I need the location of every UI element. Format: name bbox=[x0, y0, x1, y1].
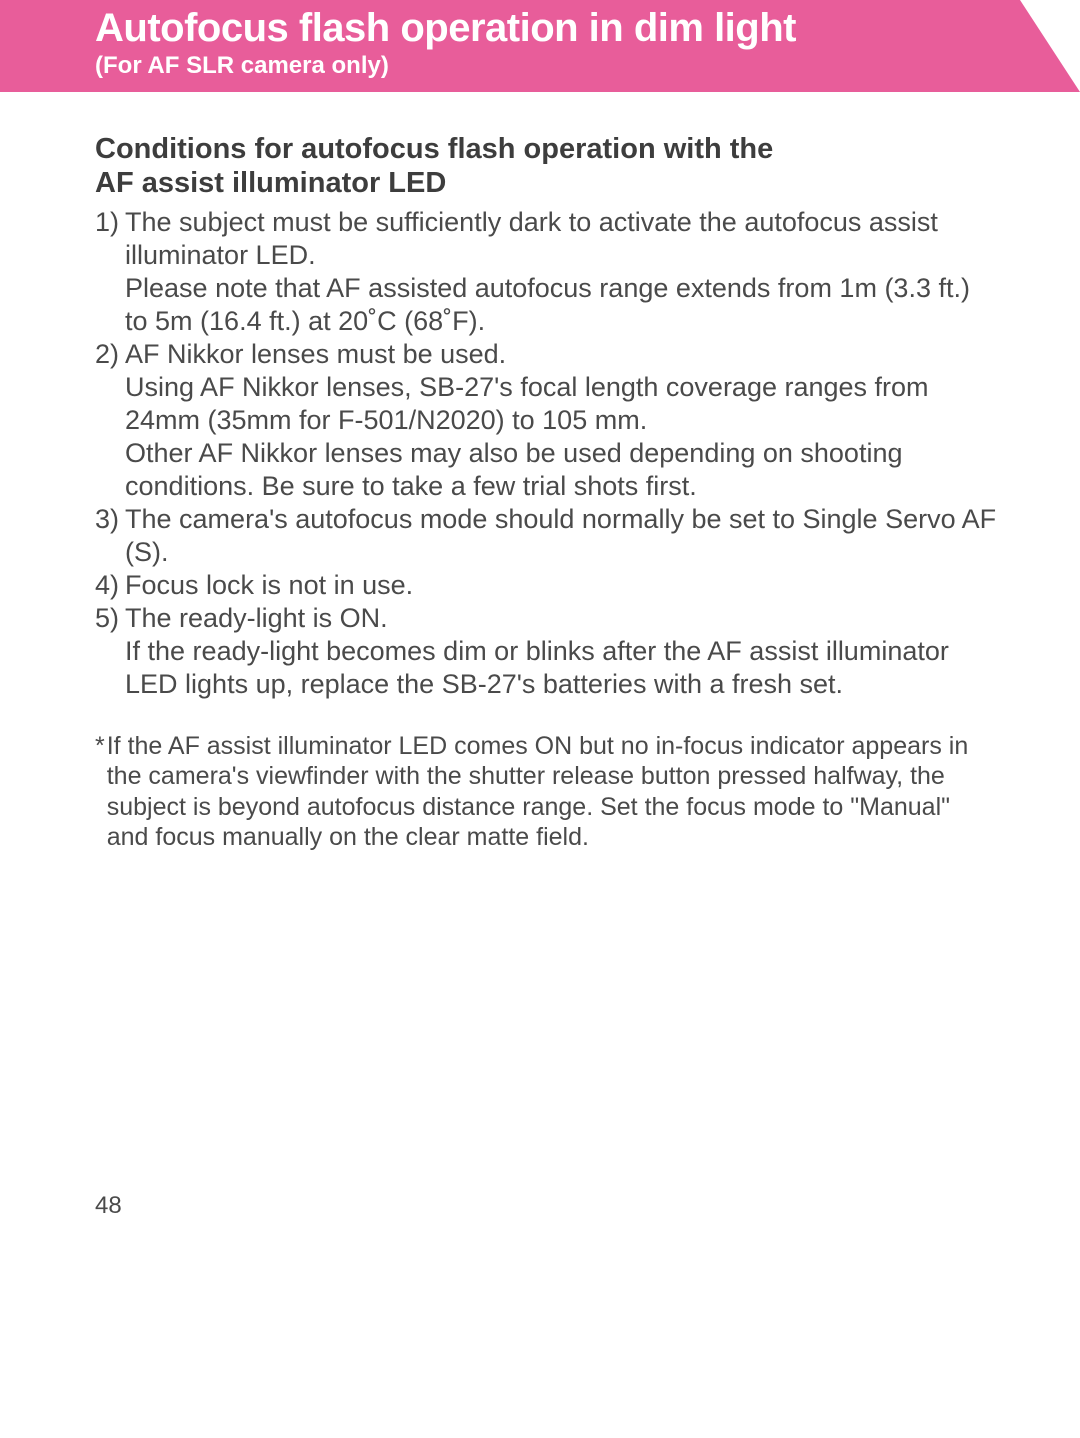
item-text: Using AF Nikkor lenses, SB-27's focal le… bbox=[125, 371, 998, 437]
banner-subtitle: (For AF SLR camera only) bbox=[95, 52, 1080, 80]
item-text: The subject must be sufficiently dark to… bbox=[125, 206, 998, 272]
item-text: The camera's autofocus mode should norma… bbox=[125, 503, 998, 569]
item-text: Focus lock is not in use. bbox=[125, 569, 998, 602]
item-marker: 5) bbox=[95, 602, 125, 701]
item-marker: 4) bbox=[95, 569, 125, 602]
manual-page: Autofocus flash operation in dim light (… bbox=[0, 0, 1080, 1438]
footnote: * If the AF assist illuminator LED comes… bbox=[95, 731, 998, 853]
section-heading: Conditions for autofocus flash operation… bbox=[95, 132, 998, 200]
item-text: The ready-light is ON. bbox=[125, 602, 998, 635]
item-text: Other AF Nikkor lenses may also be used … bbox=[125, 437, 998, 503]
footnote-marker: * bbox=[95, 731, 105, 853]
item-marker: 1) bbox=[95, 206, 125, 338]
content-area: Conditions for autofocus flash operation… bbox=[0, 92, 1080, 853]
item-text: AF Nikkor lenses must be used. bbox=[125, 338, 998, 371]
title-banner: Autofocus flash operation in dim light (… bbox=[0, 0, 1080, 92]
list-item: 3) The camera's autofocus mode should no… bbox=[95, 503, 998, 569]
item-text: If the ready-light becomes dim or blinks… bbox=[125, 635, 998, 701]
conditions-list: 1) The subject must be sufficiently dark… bbox=[95, 206, 998, 700]
banner-title: Autofocus flash operation in dim light bbox=[95, 6, 1080, 50]
list-item: 5) The ready-light is ON. If the ready-l… bbox=[95, 602, 998, 701]
list-item: 1) The subject must be sufficiently dark… bbox=[95, 206, 998, 338]
item-marker: 3) bbox=[95, 503, 125, 569]
item-marker: 2) bbox=[95, 338, 125, 503]
item-text: Please note that AF assisted autofocus r… bbox=[125, 272, 998, 338]
page-number: 48 bbox=[95, 1192, 122, 1220]
list-item: 4) Focus lock is not in use. bbox=[95, 569, 998, 602]
heading-line-2: AF assist illuminator LED bbox=[95, 167, 446, 199]
heading-line-1: Conditions for autofocus flash operation… bbox=[95, 133, 773, 165]
footnote-text: If the AF assist illuminator LED comes O… bbox=[105, 731, 998, 853]
list-item: 2) AF Nikkor lenses must be used. Using … bbox=[95, 338, 998, 503]
